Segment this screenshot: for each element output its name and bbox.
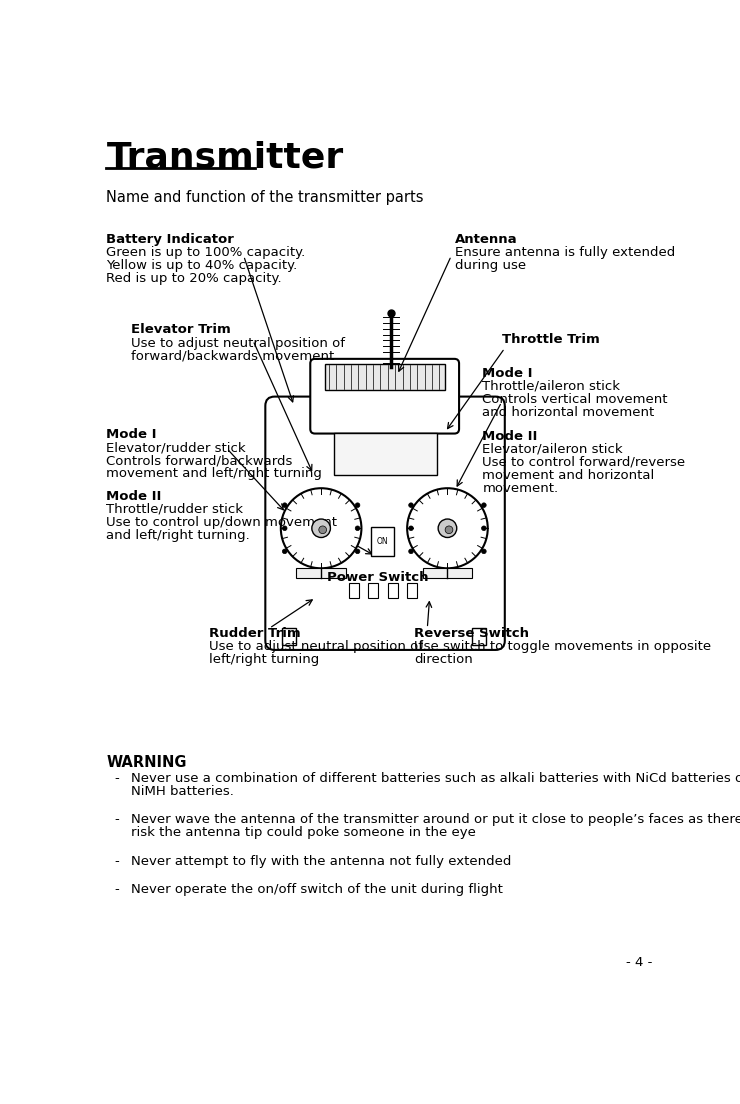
Text: Elevator/aileron stick: Elevator/aileron stick <box>482 443 623 456</box>
Text: Controls vertical movement: Controls vertical movement <box>482 393 667 406</box>
Circle shape <box>283 549 287 554</box>
Text: Reverse Switch: Reverse Switch <box>414 627 529 640</box>
Circle shape <box>283 526 287 531</box>
Bar <box>325 364 445 390</box>
Text: Never use a combination of different batteries such as alkali batteries with NiC: Never use a combination of different bat… <box>131 772 740 785</box>
Text: forward/backwards movement: forward/backwards movement <box>131 350 334 362</box>
Text: movement and left/right turning: movement and left/right turning <box>107 467 323 480</box>
Text: Mode II: Mode II <box>107 490 162 502</box>
Text: Use to control forward/reverse: Use to control forward/reverse <box>482 456 685 469</box>
Text: Red is up to 20% capacity.: Red is up to 20% capacity. <box>107 272 282 285</box>
Circle shape <box>482 502 486 508</box>
Circle shape <box>482 526 486 531</box>
Circle shape <box>280 488 361 569</box>
Text: Never wave the antenna of the transmitter around or put it close to people’s fac: Never wave the antenna of the transmitte… <box>131 814 740 826</box>
Circle shape <box>283 502 287 508</box>
Text: -: - <box>114 854 119 868</box>
Circle shape <box>482 549 486 554</box>
Text: WARNING: WARNING <box>107 755 187 769</box>
Bar <box>472 628 486 646</box>
Text: risk the antenna tip could poke someone in the eye: risk the antenna tip could poke someone … <box>131 826 476 839</box>
Text: Ensure antenna is fully extended: Ensure antenna is fully extended <box>455 246 676 258</box>
Text: -: - <box>114 883 119 896</box>
Text: Rudder Trim: Rudder Trim <box>209 627 300 640</box>
Text: Use switch to toggle movements in opposite: Use switch to toggle movements in opposi… <box>414 640 711 652</box>
Bar <box>334 433 437 475</box>
Bar <box>296 569 346 577</box>
Text: Yellow is up to 40% capacity.: Yellow is up to 40% capacity. <box>107 258 297 272</box>
Text: Never operate the on/off switch of the unit during flight: Never operate the on/off switch of the u… <box>131 883 503 896</box>
Bar <box>349 583 359 598</box>
Bar <box>283 628 296 646</box>
Text: and horizontal movement: and horizontal movement <box>482 406 655 418</box>
Circle shape <box>408 502 414 508</box>
Text: movement and horizontal: movement and horizontal <box>482 469 655 482</box>
Text: Name and function of the transmitter parts: Name and function of the transmitter par… <box>107 190 424 205</box>
Circle shape <box>445 526 453 533</box>
Text: Use to adjust neutral position of: Use to adjust neutral position of <box>131 337 346 350</box>
Circle shape <box>355 526 360 531</box>
FancyBboxPatch shape <box>310 359 459 434</box>
FancyBboxPatch shape <box>266 396 505 650</box>
Text: NiMH batteries.: NiMH batteries. <box>131 785 234 798</box>
Text: left/right turning: left/right turning <box>209 652 319 666</box>
Text: ON: ON <box>377 537 389 545</box>
Circle shape <box>319 526 326 533</box>
Bar <box>423 569 472 577</box>
Circle shape <box>408 549 414 554</box>
Text: Elevator/rudder stick: Elevator/rudder stick <box>107 442 246 454</box>
Text: - 4 -: - 4 - <box>626 956 652 968</box>
Circle shape <box>355 549 360 554</box>
Text: Use to control up/down movement: Use to control up/down movement <box>107 516 337 529</box>
Bar <box>371 527 394 556</box>
Text: Use to adjust neutral position of: Use to adjust neutral position of <box>209 640 423 652</box>
Text: -: - <box>114 814 119 826</box>
Circle shape <box>312 519 331 538</box>
Text: Never attempt to fly with the antenna not fully extended: Never attempt to fly with the antenna no… <box>131 854 511 868</box>
Text: Green is up to 100% capacity.: Green is up to 100% capacity. <box>107 246 306 258</box>
Text: Throttle/aileron stick: Throttle/aileron stick <box>482 380 620 393</box>
Text: Throttle Trim: Throttle Trim <box>502 332 599 346</box>
Circle shape <box>408 526 414 531</box>
Text: during use: during use <box>455 258 526 272</box>
Text: Elevator Trim: Elevator Trim <box>131 323 231 337</box>
Text: movement.: movement. <box>482 482 559 495</box>
Text: Mode II: Mode II <box>482 429 538 443</box>
Text: Transmitter: Transmitter <box>107 140 343 174</box>
Text: Antenna: Antenna <box>455 233 518 245</box>
Circle shape <box>355 502 360 508</box>
Text: Mode I: Mode I <box>482 367 533 380</box>
Text: Power Switch: Power Switch <box>326 572 428 584</box>
Circle shape <box>438 519 457 538</box>
Text: Throttle/rudder stick: Throttle/rudder stick <box>107 502 243 516</box>
Text: Controls forward/backwards: Controls forward/backwards <box>107 455 293 467</box>
Circle shape <box>407 488 488 569</box>
Bar <box>388 583 398 598</box>
Text: and left/right turning.: and left/right turning. <box>107 529 250 542</box>
Bar <box>369 583 378 598</box>
Text: Battery Indicator: Battery Indicator <box>107 233 235 245</box>
Text: -: - <box>114 772 119 785</box>
Text: direction: direction <box>414 652 473 666</box>
Text: Mode I: Mode I <box>107 428 157 442</box>
Bar <box>407 583 417 598</box>
